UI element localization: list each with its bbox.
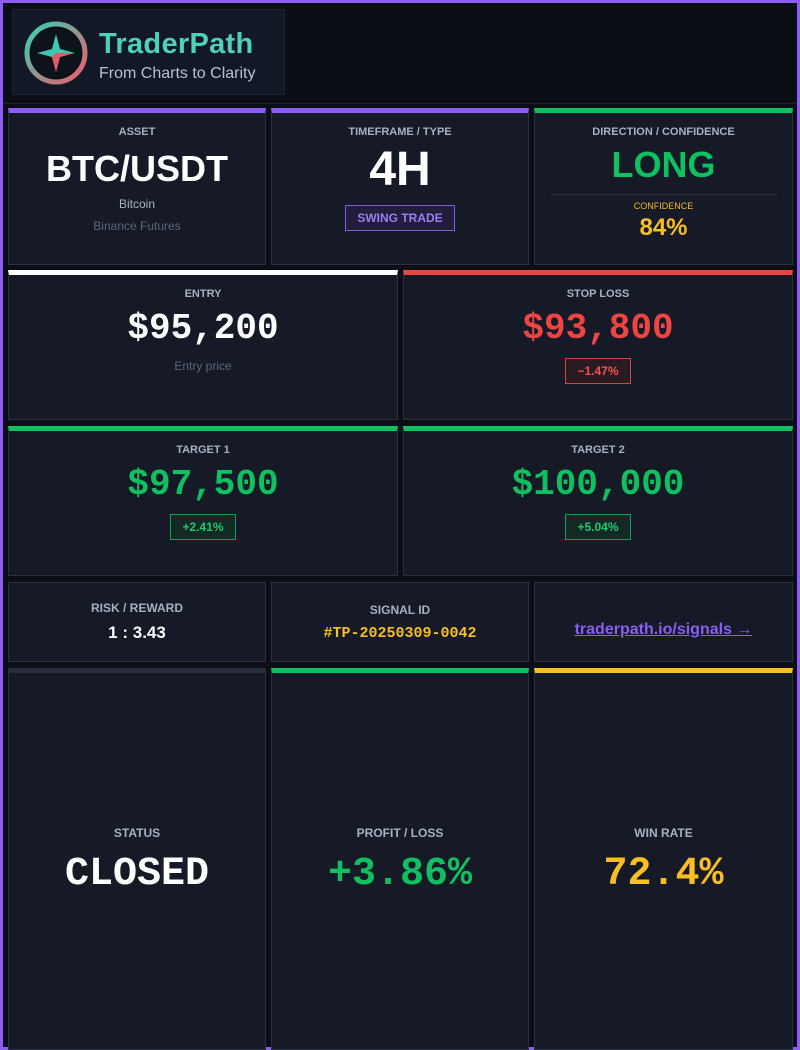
card-label: STOP LOSS [566, 288, 630, 300]
confidence-label: CONFIDENCE [633, 201, 694, 211]
risk-reward: 1 : 3.43 [108, 623, 166, 642]
card-label: ENTRY [184, 288, 222, 300]
asset-name: Bitcoin [118, 197, 156, 211]
change-badge: +5.04% [565, 514, 631, 540]
target-price: $97,500 [127, 464, 279, 505]
link-card: traderpath.io/signals → [534, 582, 793, 662]
timeframe-card: TIMEFRAME / TYPE 4H SWING TRADE [271, 108, 529, 265]
card-label: ASSET [118, 126, 156, 138]
card-label: RISK / REWARD [90, 601, 183, 615]
card-label: TARGET 1 [176, 444, 230, 456]
card-label: STATUS [113, 825, 161, 840]
change-badge: −1.47% [565, 358, 631, 384]
pnl: +3.86% [327, 851, 473, 897]
header: TraderPath From Charts to Clarity [3, 3, 797, 104]
logo-icon [24, 21, 88, 85]
confidence: 84% [639, 214, 688, 241]
signal-card: SIGNAL ID #TP-20250309-0042 [271, 582, 529, 662]
status: CLOSED [64, 851, 210, 897]
timeframe: 4H [369, 143, 431, 196]
direction: LONG [611, 144, 716, 185]
win-rate: 72.4% [603, 851, 724, 897]
target-card: TARGET 2 $100,000 +5.04% [403, 426, 793, 576]
risk-reward-card: RISK / REWARD 1 : 3.43 [8, 582, 266, 662]
divider [549, 194, 778, 195]
logo: TraderPath From Charts to Clarity [12, 9, 285, 95]
card-label: DIRECTION / CONFIDENCE [592, 126, 735, 138]
asset-card: ASSET BTC/USDT Bitcoin Binance Futures [8, 108, 266, 265]
card-label: PROFIT / LOSS [356, 825, 444, 840]
card-label: TIMEFRAME / TYPE [348, 126, 452, 138]
asset-symbol: BTC/USDT [46, 148, 228, 189]
brand: TraderPath [99, 28, 254, 60]
target-price: $100,000 [511, 464, 685, 505]
stop-loss-card: STOP LOSS $93,800 −1.47% [403, 270, 793, 420]
exchange: Binance Futures [93, 219, 181, 233]
entry-card: ENTRY $95,200 Entry price [8, 270, 398, 420]
pnl-card: PROFIT / LOSS +3.86% [271, 668, 529, 1050]
entry-note: Entry price [174, 359, 232, 373]
card-label: WIN RATE [634, 825, 693, 840]
signals-link[interactable]: traderpath.io/signals → [574, 621, 753, 638]
card-label: TARGET 2 [571, 444, 625, 456]
status-card: STATUS CLOSED [8, 668, 266, 1050]
trade-type-badge: SWING TRADE [345, 205, 455, 231]
direction-card: DIRECTION / CONFIDENCE LONG CONFIDENCE 8… [534, 108, 793, 265]
change-badge: +2.41% [170, 514, 236, 540]
card-label: SIGNAL ID [369, 602, 431, 617]
target-card: TARGET 1 $97,500 +2.41% [8, 426, 398, 576]
win-rate-card: WIN RATE 72.4% [534, 668, 793, 1050]
entry-price: $95,200 [127, 308, 279, 349]
stop-loss-price: $93,800 [522, 308, 674, 349]
signal-id: #TP-20250309-0042 [323, 624, 477, 642]
tagline: From Charts to Clarity [99, 65, 256, 82]
